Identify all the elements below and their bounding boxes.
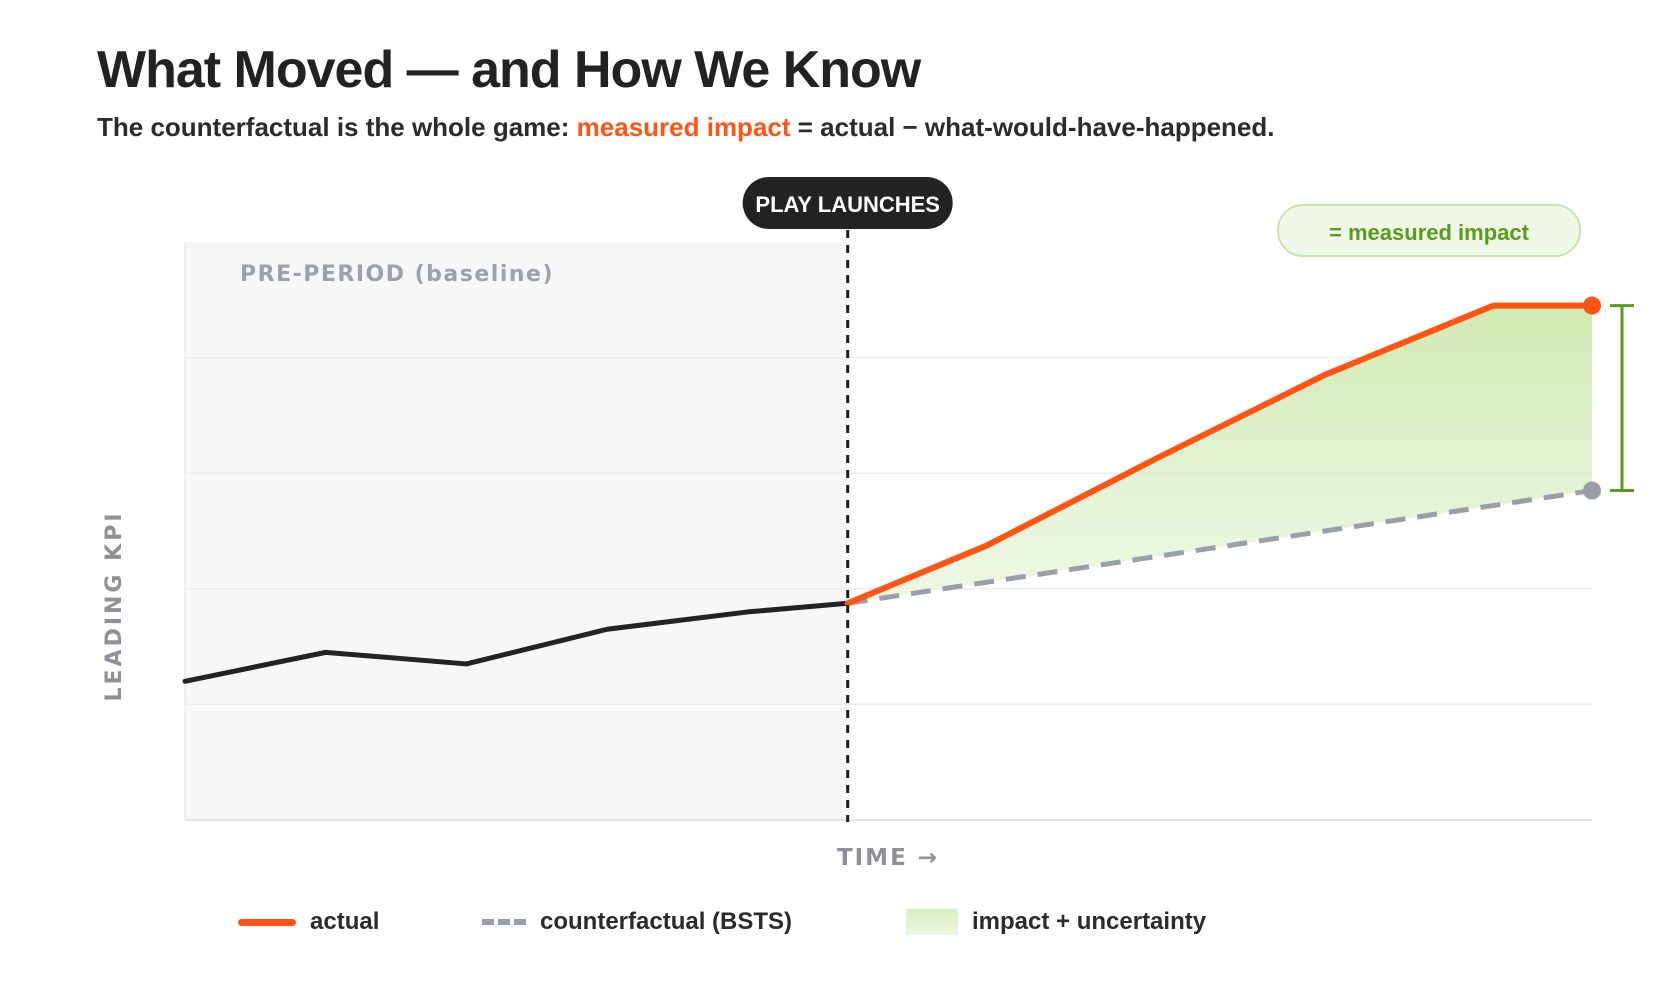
legend-label-actual: actual <box>310 908 380 935</box>
pre-period-line <box>182 600 851 684</box>
legend-item-actual: actual <box>238 897 379 947</box>
chart-title: What Moved — and How We Know <box>97 41 921 99</box>
launch-label: PLAY LAUNCHES <box>755 192 940 217</box>
x-axis-label: TIME → <box>837 845 939 871</box>
pre-period-label: PRE-PERIOD (baseline) <box>240 262 554 287</box>
legend-label-counterfactual: counterfactual (BSTS) <box>540 908 793 935</box>
impact-area <box>847 305 1592 604</box>
subtitle-pre: The counterfactual is the whole game: <box>97 112 577 142</box>
legend-item-impact: impact + uncertainty <box>906 897 1206 947</box>
legend-swatch-actual <box>238 918 296 926</box>
legend-swatch-counterfactual <box>482 919 526 925</box>
counterfactual-end-point <box>1583 481 1601 500</box>
subtitle-post: = actual − what-would-have-happened. <box>790 112 1275 142</box>
actual-line <box>844 302 1595 607</box>
impact-pill <box>1277 204 1581 257</box>
subtitle-highlight: measured impact <box>576 112 791 142</box>
pre-period-region <box>185 242 848 820</box>
launch-badge <box>742 177 953 229</box>
legend-swatch-impact <box>906 909 958 935</box>
chart-subtitle: The counterfactual is the whole game: me… <box>97 112 1275 143</box>
legend-label-impact: impact + uncertainty <box>972 908 1207 935</box>
actual-end-point <box>1583 296 1601 315</box>
y-axis-label: LEADING KPI <box>102 510 127 701</box>
counterfactual-line <box>847 488 1593 606</box>
impact-pill-label: = measured impact <box>1329 220 1530 245</box>
legend-item-counterfactual: counterfactual (BSTS) <box>482 897 792 947</box>
